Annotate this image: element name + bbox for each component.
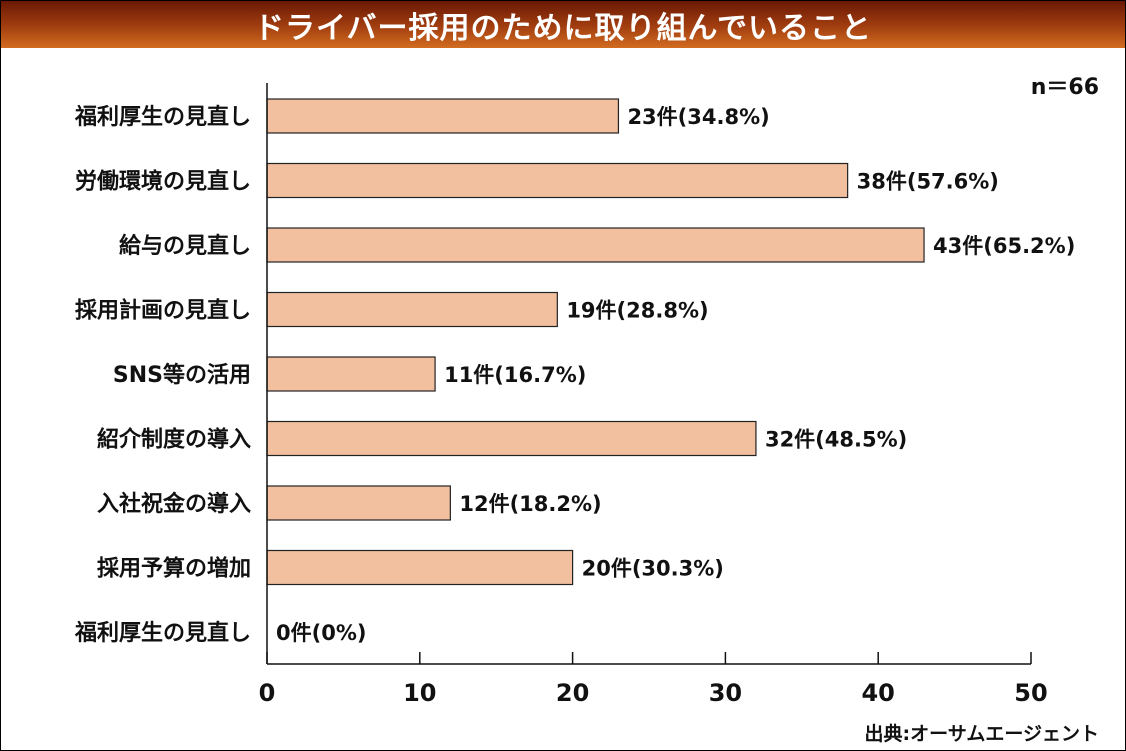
data-label: 38件(57.6%) (857, 170, 999, 194)
x-tick-label: 50 (1014, 679, 1047, 707)
data-label: 20件(30.3%) (582, 557, 724, 581)
x-tick-label: 20 (556, 679, 589, 707)
data-label: 19件(28.8%) (566, 299, 708, 323)
bar (266, 227, 925, 263)
sample-size: n＝66 (1030, 75, 1099, 100)
category-label: 福利厚生の見直し (74, 104, 251, 130)
category-label: 紹介制度の導入 (97, 427, 251, 453)
x-tick-label: 0 (259, 679, 276, 707)
data-label: 43件(65.2%) (933, 234, 1075, 258)
category-label: 採用計画の見直し (75, 298, 251, 324)
category-label: 給与の見直し (119, 233, 251, 259)
category-label: SNS等の活用 (113, 362, 251, 388)
bar (266, 485, 451, 521)
data-label: 0件(0%) (276, 621, 366, 645)
x-tick-label: 40 (861, 679, 894, 707)
chart-title: ドライバー採用のために取り組んでいること (254, 10, 872, 46)
category-label: 労働環境の見直し (75, 169, 251, 195)
source-note: 出典:オーサムエージェント (864, 723, 1099, 745)
bar (266, 356, 436, 392)
x-tick-label: 30 (709, 679, 742, 707)
bar (266, 98, 620, 134)
data-label: 12件(18.2%) (459, 492, 601, 516)
x-tick-label: 10 (403, 679, 436, 707)
title-bar: ドライバー採用のために取り組んでいること (1, 1, 1125, 48)
category-label: 採用予算の増加 (97, 556, 251, 582)
data-label: 11件(16.7%) (444, 363, 586, 387)
bar (266, 420, 757, 457)
bar (266, 549, 574, 586)
data-label: 32件(48.5%) (765, 428, 907, 452)
bar (266, 162, 849, 199)
category-label: 入社祝金の導入 (97, 491, 251, 517)
bar (266, 291, 558, 328)
category-label: 福利厚生の見直し (74, 620, 251, 646)
data-label: 23件(34.8%) (627, 105, 769, 129)
